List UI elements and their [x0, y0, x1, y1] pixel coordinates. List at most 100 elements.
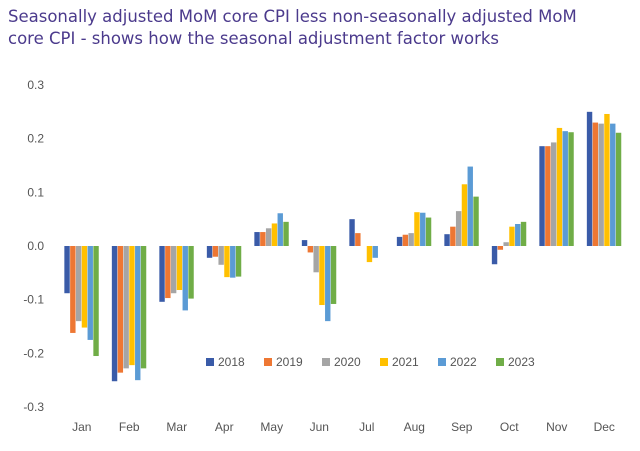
- legend-label-2019: 2019: [276, 355, 303, 369]
- bar-nov-2019: [545, 146, 551, 246]
- legend-label-2022: 2022: [450, 355, 477, 369]
- legend-swatch-2019: [264, 358, 272, 366]
- x-tick-label-feb: Feb: [119, 420, 140, 434]
- bar-mar-2019: [165, 246, 171, 299]
- y-tick-label: -0.3: [23, 400, 44, 414]
- bar-apr-2021: [224, 246, 230, 278]
- bar-mar-2021: [176, 246, 183, 291]
- x-tick-label-jan: Jan: [72, 420, 91, 434]
- bar-nov-2023: [568, 132, 574, 246]
- legend-label-2018: 2018: [218, 355, 245, 369]
- bar-feb-2019: [117, 246, 124, 373]
- bars-group: [64, 111, 622, 382]
- bar-oct-2021: [509, 226, 515, 246]
- x-axis: Jan Feb Mar Apr May Jun Jul Aug Sep Oct Nov Dec: [72, 420, 615, 434]
- bar-oct-2023: [520, 221, 527, 246]
- legend-label-2021: 2021: [392, 355, 419, 369]
- bar-sep-2021: [461, 184, 468, 246]
- bar-may-2023: [283, 221, 289, 246]
- y-tick-label: 0.0: [27, 239, 44, 253]
- bar-jan-2021: [81, 246, 88, 328]
- bar-jan-2018: [64, 246, 70, 294]
- legend-item-2019: 2019: [264, 355, 303, 369]
- bar-mar-2018: [159, 246, 165, 302]
- legend: 2018 2019 2020 2021 2022 2023: [206, 355, 535, 369]
- bar-oct-2019: [497, 246, 504, 250]
- y-tick-label: 0.1: [27, 185, 44, 199]
- y-tick-label: -0.1: [23, 293, 44, 307]
- legend-swatch-2018: [206, 358, 214, 366]
- bar-apr-2023: [235, 246, 242, 277]
- x-tick-label-jun: Jun: [310, 420, 329, 434]
- bar-jul-2018: [349, 219, 355, 246]
- legend-label-2023: 2023: [508, 355, 535, 369]
- bar-jul-2021: [366, 246, 373, 263]
- x-tick-label-jul: Jul: [359, 420, 374, 434]
- chart-title-line-1: Seasonally adjusted MoM core CPI less no…: [8, 7, 577, 26]
- bar-dec-2020: [598, 123, 604, 246]
- chart-title-line-2: core CPI - shows how the seasonal adjust…: [8, 29, 500, 48]
- y-tick-label: -0.2: [23, 346, 44, 360]
- bar-jan-2020: [75, 246, 82, 322]
- legend-item-2018: 2018: [206, 355, 245, 369]
- x-tick-label-mar: Mar: [166, 420, 187, 434]
- bar-apr-2020: [218, 246, 224, 265]
- bar-sep-2020: [455, 211, 462, 246]
- bar-mar-2022: [182, 246, 188, 311]
- bar-jun-2020: [313, 246, 319, 273]
- bar-may-2022: [277, 213, 283, 246]
- bar-oct-2020: [503, 242, 509, 246]
- bar-may-2019: [260, 232, 266, 246]
- legend-swatch-2023: [496, 358, 504, 366]
- bar-oct-2018: [491, 246, 498, 265]
- bar-sep-2022: [467, 166, 473, 246]
- x-tick-label-dec: Dec: [594, 420, 615, 434]
- bar-mar-2023: [188, 246, 194, 299]
- legend-swatch-2020: [322, 358, 330, 366]
- bar-nov-2020: [550, 142, 557, 246]
- bar-aug-2022: [420, 212, 426, 246]
- bar-sep-2019: [450, 226, 456, 246]
- bar-jun-2019: [307, 246, 314, 253]
- legend-swatch-2021: [380, 358, 388, 366]
- bar-dec-2023: [615, 132, 622, 246]
- legend-label-2020: 2020: [334, 355, 361, 369]
- chart-title: Seasonally adjusted MoM core CPI less no…: [8, 6, 636, 50]
- x-tick-label-sep: Sep: [451, 420, 473, 434]
- bar-aug-2021: [414, 212, 420, 246]
- bar-jul-2019: [355, 233, 361, 246]
- bar-apr-2019: [212, 246, 219, 257]
- legend-item-2022: 2022: [438, 355, 477, 369]
- legend-item-2020: 2020: [322, 355, 361, 369]
- bar-feb-2022: [135, 246, 141, 381]
- bar-jun-2018: [301, 240, 308, 246]
- bar-jan-2023: [93, 246, 99, 357]
- bar-sep-2023: [473, 196, 479, 246]
- bar-aug-2018: [396, 236, 403, 246]
- legend-item-2023: 2023: [496, 355, 535, 369]
- bar-jun-2023: [330, 246, 337, 304]
- bar-may-2018: [254, 232, 260, 246]
- x-tick-label-nov: Nov: [546, 420, 567, 434]
- bar-aug-2023: [425, 217, 432, 246]
- bar-dec-2021: [604, 113, 610, 246]
- y-tick-label: 0.2: [27, 132, 44, 146]
- bar-jan-2022: [87, 246, 93, 340]
- bar-jun-2022: [325, 246, 331, 322]
- bar-apr-2018: [206, 246, 213, 258]
- legend-swatch-2022: [438, 358, 446, 366]
- x-tick-label-aug: Aug: [404, 420, 425, 434]
- bar-nov-2018: [539, 146, 545, 246]
- bar-aug-2020: [408, 233, 414, 246]
- bar-oct-2022: [515, 224, 521, 246]
- bar-nov-2021: [556, 127, 563, 246]
- bar-feb-2023: [140, 246, 147, 369]
- bar-apr-2022: [230, 246, 236, 278]
- bar-feb-2020: [123, 246, 129, 369]
- bar-feb-2018: [111, 246, 118, 382]
- y-axis: 0.3 0.2 0.1 0.0 -0.1 -0.2 -0.3: [23, 78, 44, 414]
- legend-item-2021: 2021: [380, 355, 419, 369]
- bar-mar-2020: [170, 246, 177, 294]
- bar-jul-2022: [372, 246, 378, 258]
